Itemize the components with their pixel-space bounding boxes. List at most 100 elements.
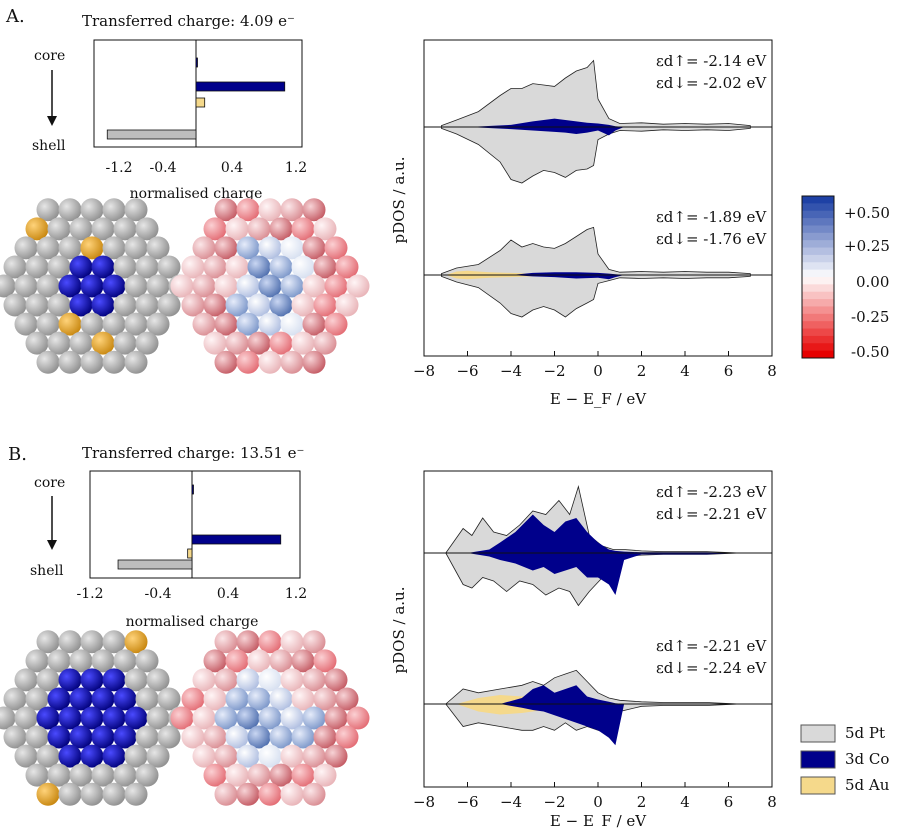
- atom-sphere: [157, 255, 181, 279]
- bar-tick: 1.2: [285, 160, 307, 176]
- atom-sphere: [69, 687, 93, 711]
- atom-sphere: [135, 255, 159, 279]
- panel-b-nanoparticle-elements: [0, 630, 192, 806]
- atom-sphere: [69, 331, 93, 355]
- atom-sphere: [14, 706, 38, 730]
- atom-sphere: [302, 350, 326, 374]
- atom-sphere: [203, 725, 227, 749]
- dos-spin-down-3d-co: [467, 553, 740, 595]
- atom-sphere: [3, 687, 27, 711]
- atom-sphere: [258, 350, 282, 374]
- atom-sphere: [203, 255, 227, 279]
- panel-a-bar-ticks: -1.2 -0.4 0.4 1.2: [106, 160, 308, 176]
- atom-sphere: [247, 687, 271, 711]
- atom-sphere: [302, 744, 326, 768]
- atom-sphere: [214, 782, 238, 806]
- atom-sphere: [192, 274, 216, 298]
- panel-b-bar-frame: [89, 470, 301, 579]
- atom-sphere: [14, 312, 38, 336]
- atom-sphere: [146, 274, 170, 298]
- dos-tick-label: 4: [680, 362, 690, 380]
- atom-sphere: [247, 331, 271, 355]
- atom-sphere: [258, 706, 282, 730]
- atom-sphere: [25, 293, 49, 317]
- atom-sphere: [0, 706, 16, 730]
- panel-b-eps-up-bottom: εd↑= -2.21 eV: [656, 637, 767, 655]
- atom-sphere: [225, 293, 249, 317]
- panel-b-label: B.: [8, 444, 27, 465]
- atom-sphere: [236, 350, 260, 374]
- atom-sphere: [14, 236, 38, 260]
- dos-spin-up-3d-co: [467, 514, 740, 553]
- atom-sphere: [291, 217, 315, 241]
- atom-sphere: [280, 350, 304, 374]
- charge-bar: [187, 548, 193, 559]
- atom-sphere: [291, 649, 315, 673]
- atom-sphere: [91, 293, 115, 317]
- legend-label: 5d Au: [845, 776, 890, 794]
- colorbar-tick: -0.25: [851, 308, 889, 326]
- atom-sphere: [47, 331, 71, 355]
- charge-bar: [195, 57, 198, 68]
- atom-sphere: [247, 293, 271, 317]
- atom-sphere: [225, 217, 249, 241]
- atom-sphere: [324, 274, 348, 298]
- atom-sphere: [269, 725, 293, 749]
- atom-sphere: [135, 217, 159, 241]
- atom-sphere: [124, 782, 148, 806]
- atom-sphere: [214, 350, 238, 374]
- atom-sphere: [247, 255, 271, 279]
- colorbar-segment: [802, 254, 834, 263]
- atom-sphere: [302, 630, 326, 654]
- bar-tick: 1.2: [285, 586, 307, 602]
- colorbar-segment: [802, 350, 834, 359]
- legend-swatch: [800, 724, 836, 743]
- atom-sphere: [25, 763, 49, 787]
- colorbar-frame: [801, 195, 835, 359]
- atom-sphere: [36, 198, 60, 222]
- atom-sphere: [47, 687, 71, 711]
- atom-sphere: [313, 687, 337, 711]
- atom-sphere: [58, 350, 82, 374]
- dos-tick-label: 2: [637, 362, 647, 380]
- atom-sphere: [280, 274, 304, 298]
- atom-sphere: [124, 630, 148, 654]
- atom-sphere: [170, 274, 194, 298]
- panel-a-bars: [106, 57, 286, 140]
- colorbar-segment: [802, 262, 834, 271]
- atom-sphere: [269, 687, 293, 711]
- colorbar-segment: [802, 232, 834, 241]
- panel-b-dos-ticks: −8 −6 −4 −2 0 2 4 6 8: [413, 782, 777, 811]
- bar-tick: -0.4: [145, 586, 172, 602]
- atom-sphere: [91, 763, 115, 787]
- atom-sphere: [192, 744, 216, 768]
- atom-sphere: [102, 668, 126, 692]
- panel-b-nanoparticle-charge: [170, 630, 370, 806]
- atom-sphere: [302, 782, 326, 806]
- atom-sphere: [47, 649, 71, 673]
- atom-sphere: [113, 763, 137, 787]
- atom-sphere: [47, 293, 71, 317]
- atom-sphere: [135, 725, 159, 749]
- legend: 5d Pt 3d Co 5d Au: [800, 724, 890, 795]
- atom-sphere: [291, 331, 315, 355]
- charge-bar: [195, 97, 206, 108]
- panel-a-eps-down-top: εd↓= -2.02 eV: [656, 74, 767, 92]
- atom-sphere: [214, 274, 238, 298]
- dos-tick-label: −8: [413, 362, 435, 380]
- atom-sphere: [36, 312, 60, 336]
- atom-sphere: [225, 649, 249, 673]
- atom-sphere: [258, 782, 282, 806]
- atom-sphere: [102, 274, 126, 298]
- atom-sphere: [58, 274, 82, 298]
- atom-sphere: [135, 293, 159, 317]
- atom-sphere: [80, 744, 104, 768]
- atom-sphere: [302, 312, 326, 336]
- atom-sphere: [269, 217, 293, 241]
- atom-sphere: [225, 331, 249, 355]
- atom-sphere: [269, 255, 293, 279]
- atom-sphere: [214, 236, 238, 260]
- atom-sphere: [247, 763, 271, 787]
- panel-b-bar-xlabel: normalised charge: [126, 614, 259, 630]
- atom-sphere: [170, 706, 194, 730]
